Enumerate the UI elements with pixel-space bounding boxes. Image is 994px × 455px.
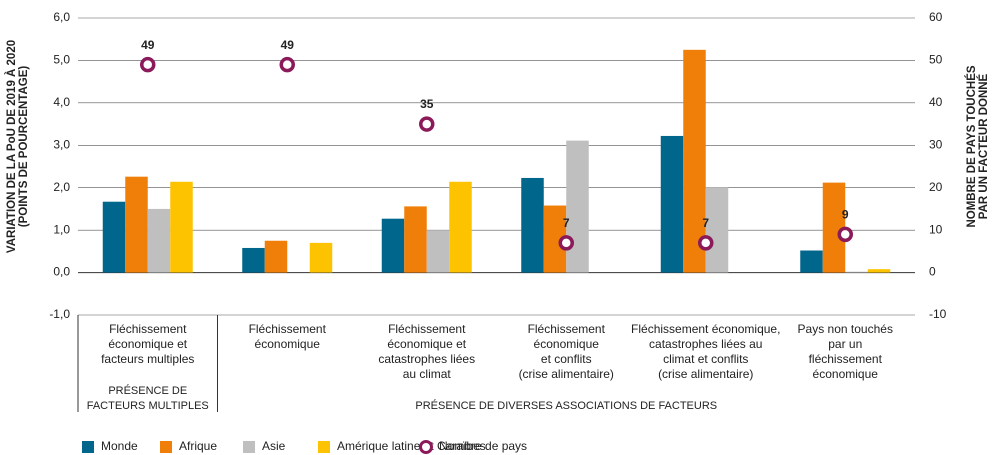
y-tick-label: 2,0 — [53, 180, 70, 194]
x-tick-label-line: (crise alimentaire) — [658, 367, 753, 381]
legend-swatch — [318, 441, 330, 453]
bar — [566, 140, 589, 273]
y2-tick-label: 0 — [929, 265, 936, 279]
bar — [404, 206, 427, 273]
value-label: 49 — [281, 38, 295, 52]
legend-swatch — [243, 441, 255, 453]
value-label: 35 — [420, 97, 434, 111]
y-axis-label: VARIATION DE LA PoU DE 2019 À 2020(POINT… — [5, 40, 30, 253]
x-tick-label: Fléchissement économique — [249, 322, 327, 351]
group-label: PRÉSENCE DE FACTEURS MULTIPLES — [87, 384, 209, 412]
legend-label: Asie — [262, 439, 286, 453]
group-label: PRÉSENCE DE DIVERSES ASSOCIATIONS DE FAC… — [415, 399, 717, 412]
y2-tick-label: 60 — [929, 10, 943, 24]
x-tick-label-line: fléchissement — [809, 352, 883, 366]
point — [698, 235, 714, 251]
legend-label: Nombre de pays — [439, 439, 527, 453]
group-label-line: PRÉSENCE DE DIVERSES ASSOCIATIONS DE FAC… — [415, 399, 717, 412]
bar — [170, 181, 193, 273]
point — [837, 226, 853, 243]
axis-label-line: (POINTS DE POURCENTAGE) — [18, 66, 30, 228]
bar — [800, 250, 823, 273]
bar — [543, 205, 567, 273]
y2-tick-label: 40 — [929, 95, 943, 109]
y-tick-label: -1,0 — [49, 307, 70, 321]
y2-tick-label: 10 — [929, 222, 943, 236]
x-tick-label-line: par un — [828, 337, 862, 351]
x-tick-label: Pays non touchés par un fléchissement écono… — [798, 322, 893, 381]
bar — [449, 181, 472, 273]
x-tick-label-line: Fléchissement économique, — [631, 322, 780, 336]
legend-swatch — [160, 441, 172, 453]
bar — [125, 176, 148, 273]
x-tick-label-line: catastrophes liées au — [649, 337, 762, 351]
bar — [521, 177, 544, 273]
x-tick-label-line: climat et conflits — [663, 352, 748, 366]
y-tick-label: 5,0 — [53, 53, 70, 67]
point — [419, 116, 435, 132]
y-tick-label: 0,0 — [53, 265, 70, 279]
y-tick-label: 1,0 — [53, 222, 70, 236]
x-tick-label-line: (crise alimentaire) — [519, 367, 614, 381]
value-label: 9 — [842, 208, 849, 222]
group-label-line: FACTEURS MULTIPLES — [87, 400, 209, 412]
y2-axis-label: NOMBRE DE PAYS TOUCHÉSPAR UN FACTEUR DON… — [965, 65, 990, 227]
group-label-line: PRÉSENCE DE — [108, 384, 187, 397]
bar — [242, 247, 265, 273]
y-tick-label: 4,0 — [53, 95, 70, 109]
bar — [147, 208, 171, 273]
bar — [845, 271, 868, 273]
value-label: 7 — [563, 216, 570, 230]
legend-label: Monde — [101, 439, 138, 453]
x-tick-label-line: Fléchissement — [109, 322, 187, 336]
x-tick-label: Fléchissement économique et catastrophes l… — [378, 322, 475, 381]
point — [279, 56, 295, 73]
x-tick-label-line: Fléchissement — [388, 322, 466, 336]
x-tick-label-line: Fléchissement — [528, 322, 606, 336]
x-tick-label-line: économique — [813, 367, 879, 381]
bar — [426, 230, 450, 273]
value-label: 49 — [141, 38, 155, 52]
x-tick-label-line: Pays non touchés — [798, 322, 893, 336]
x-tick-label-line: Fléchissement — [249, 322, 327, 336]
value-label: 7 — [702, 216, 709, 230]
x-tick-label: Fléchissement économique et conflits (crise… — [519, 322, 614, 381]
legend-label: Afrique — [179, 439, 217, 453]
legend-swatch — [82, 441, 94, 453]
bar — [822, 182, 846, 273]
x-tick-label: Fléchissement économique et facteurs multi… — [101, 322, 194, 366]
legend-label: Amérique latine et Caraïbes — [337, 439, 486, 453]
y2-tick-label: -10 — [929, 307, 947, 321]
bar — [705, 187, 729, 273]
x-tick-label-line: et conflits — [541, 352, 592, 366]
y2-tick-label: 50 — [929, 53, 943, 67]
x-tick-label-line: économique et — [108, 337, 187, 351]
x-tick-label-line: économique et — [387, 337, 466, 351]
x-tick-label-line: économique — [534, 337, 600, 351]
bar — [683, 49, 706, 273]
x-tick-label-line: économique — [255, 337, 321, 351]
bar — [309, 242, 333, 273]
point — [558, 235, 574, 251]
bar — [102, 201, 126, 273]
bar — [381, 218, 405, 273]
axis-label-line: VARIATION DE LA PoU DE 2019 À 2020 — [5, 40, 18, 253]
y-tick-label: 6,0 — [53, 10, 70, 24]
x-tick-label-line: au climat — [403, 367, 452, 381]
bar — [660, 135, 684, 273]
bar — [867, 269, 891, 273]
x-tick-label: Fléchissement économique, catastrophes li… — [631, 322, 780, 381]
x-tick-label-line: catastrophes liées — [378, 352, 475, 366]
y-tick-label: 3,0 — [53, 137, 70, 151]
axis-label-line: NOMBRE DE PAYS TOUCHÉS — [965, 65, 978, 227]
y2-tick-label: 30 — [929, 137, 943, 151]
point — [140, 56, 156, 73]
legend-swatch — [419, 440, 433, 454]
axis-label-line: PAR UN FACTEUR DONNÉ — [977, 73, 990, 219]
x-tick-label-line: facteurs multiples — [101, 352, 194, 366]
y2-tick-label: 20 — [929, 180, 943, 194]
bar — [264, 240, 288, 273]
